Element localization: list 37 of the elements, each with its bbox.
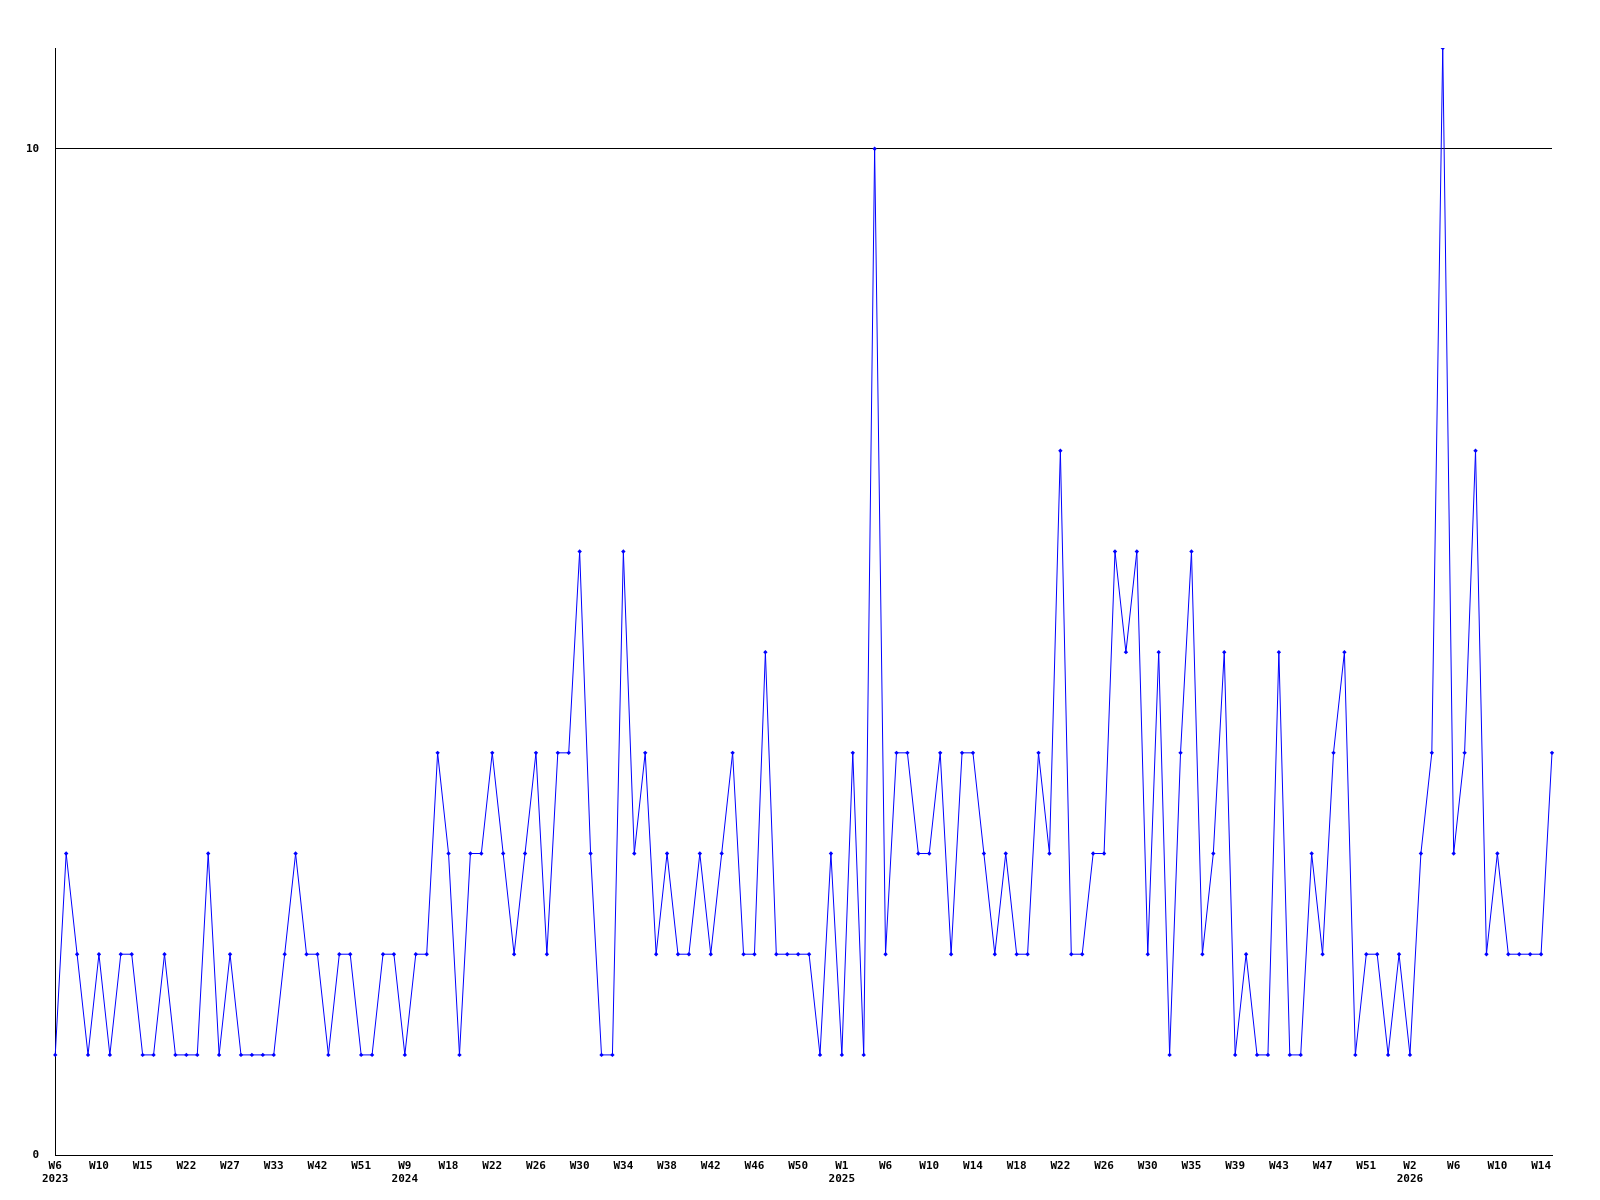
x-tick-label: W22	[176, 1159, 197, 1173]
x-tick-label: W30	[569, 1159, 590, 1173]
x-tick-label: W26	[526, 1159, 547, 1173]
x-tick-label: W14	[1531, 1159, 1552, 1173]
x-tick-label: W22	[482, 1159, 503, 1173]
x-tick-label: W47	[1312, 1159, 1333, 1173]
x-tick-label: W10	[1487, 1159, 1508, 1173]
x-tick-label: W30	[1137, 1159, 1158, 1173]
x-tick-label: W6	[878, 1159, 893, 1173]
x-tick-label: W18	[1006, 1159, 1027, 1173]
x-tick-label: W2 2026	[1396, 1159, 1424, 1186]
x-tick-label: W42	[700, 1159, 721, 1173]
x-tick-label: W18	[438, 1159, 459, 1173]
x-tick-label: W22	[1050, 1159, 1071, 1173]
y-tick-label: 10	[26, 141, 40, 155]
x-tick-label: W27	[220, 1159, 240, 1173]
x-tick-label: W33	[263, 1159, 284, 1173]
x-tick-label: W26	[1094, 1159, 1115, 1173]
x-tick-label: W50	[788, 1159, 809, 1173]
x-tick-label: W10	[919, 1159, 940, 1173]
x-tick-label: W9 2024	[391, 1159, 419, 1186]
x-tick-label: W51	[1356, 1159, 1377, 1173]
x-tick-label: W38	[657, 1159, 677, 1173]
x-tick-label: W42	[307, 1159, 328, 1173]
x-tick-label: W51	[351, 1159, 372, 1173]
x-tick-label: W1 2025	[828, 1159, 856, 1186]
x-tick-label: W39	[1225, 1159, 1246, 1173]
x-tick-label: W6 2023	[42, 1159, 69, 1186]
x-tick-label: W43	[1268, 1159, 1289, 1173]
y-tick-label: 0	[32, 1148, 40, 1162]
x-tick-label: W14	[963, 1159, 984, 1173]
x-tick-label: W6	[1447, 1159, 1461, 1173]
x-tick-label: W35	[1181, 1159, 1202, 1173]
x-tick-label: W34	[613, 1159, 634, 1173]
x-tick-label: W15	[132, 1159, 153, 1173]
x-tick-label: W10	[89, 1159, 109, 1173]
x-tick-label: W46	[744, 1159, 765, 1173]
